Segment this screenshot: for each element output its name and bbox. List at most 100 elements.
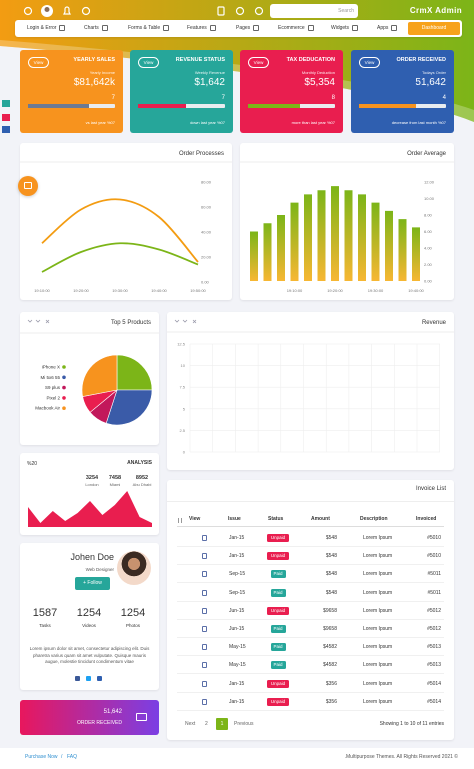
nav-item[interactable]: Widgets	[331, 20, 359, 37]
card-title: TAX DEDUCATION	[286, 57, 335, 63]
card-note: vs last year %07	[85, 120, 115, 125]
view-icon[interactable]	[202, 553, 207, 560]
status-badge: Unpaid	[267, 534, 289, 542]
view-icon[interactable]	[202, 626, 207, 632]
card-value: $1,642	[194, 77, 225, 88]
progress-fill	[359, 104, 416, 108]
status-badge: Paid	[270, 588, 286, 597]
view-icon[interactable]	[202, 607, 207, 614]
pagination-item[interactable]: 2	[205, 721, 208, 727]
view-icon[interactable]	[202, 698, 207, 705]
column-header: Amount	[311, 516, 330, 522]
bar	[412, 227, 420, 281]
legend-dot	[62, 396, 66, 400]
view-icon[interactable]	[202, 535, 207, 541]
nav-item[interactable]: Ecommerce	[278, 20, 314, 37]
divider	[167, 501, 454, 502]
view-button[interactable]: View	[28, 57, 49, 68]
progress-fill	[138, 104, 186, 108]
card-subtitle: Weekly Revenue	[194, 70, 225, 75]
view-button[interactable]: View	[138, 57, 159, 68]
nav-item[interactable]: Apps	[377, 20, 398, 37]
status-badge: Paid	[270, 625, 286, 633]
profile-stat-label: Videos	[82, 623, 96, 628]
view-icon[interactable]	[202, 644, 207, 651]
pagination-item[interactable]: 1	[216, 718, 228, 730]
expand-icon[interactable]	[81, 6, 91, 16]
column-header: Status	[268, 516, 284, 522]
chart: Revenue 0 2.5 5 7.5 10 12.5	[167, 319, 454, 455]
bar	[344, 190, 353, 281]
settings-icon[interactable]	[23, 6, 33, 16]
column-header: Issue	[228, 516, 241, 522]
cell-invoiced: #5010	[427, 535, 441, 541]
nav-item[interactable]: Forms & Table	[128, 20, 170, 37]
mail-icon[interactable]	[235, 6, 245, 16]
nav-item[interactable]: Pages	[236, 20, 260, 37]
bell-icon[interactable]	[63, 6, 71, 15]
close-icon	[45, 319, 50, 324]
nav-item[interactable]: Features	[187, 20, 216, 37]
pagination-item[interactable]: Next	[185, 721, 196, 727]
social-icon[interactable]	[75, 676, 80, 681]
legend-label: Macbook Air	[35, 406, 60, 411]
footer-link[interactable]: Purchase Now	[25, 754, 58, 760]
row-border	[177, 691, 444, 693]
stat-card: View TAX DEDUCATION Monthly Deduction $5,35…	[240, 50, 343, 133]
bar	[398, 219, 407, 281]
bar	[371, 202, 380, 281]
stat-value: 8952	[136, 475, 148, 481]
profile-bio: Lorem ipsum dolor sit amet, consectetur …	[29, 646, 150, 664]
cell-invoiced: #5012	[427, 607, 441, 614]
y-tick-label: 0.00	[424, 279, 433, 284]
stat-value: 3254	[86, 475, 99, 481]
cell-description: Lorem Ipsum	[363, 626, 393, 632]
cell-amount: $548	[325, 571, 337, 578]
order-received-card: 51,642 ORDER RECEIVED	[20, 700, 159, 735]
bar	[317, 190, 326, 281]
follow-button[interactable]: + Follow	[75, 577, 110, 590]
chart: Order Processes 0.00 20.00 40.00 60.00 80.00 1…	[20, 151, 232, 293]
profile-stat-value: 1587	[32, 607, 58, 619]
status-badge: Paid	[270, 661, 286, 670]
view-icon[interactable]	[202, 680, 207, 687]
nav-button[interactable]: Dashboard	[408, 22, 460, 35]
social-icon[interactable]	[86, 676, 91, 681]
social-icon[interactable]	[97, 676, 102, 681]
cell-description: Lorem Ipsum	[363, 680, 393, 687]
y-tick-label: 5	[183, 406, 186, 411]
clipboard-icon[interactable]	[217, 6, 225, 16]
chat-icon[interactable]	[254, 6, 264, 16]
floating-icon	[24, 182, 32, 189]
column-header: Invoiced	[416, 516, 437, 522]
search-box[interactable]	[270, 4, 358, 18]
search-placeholder[interactable]: Search	[338, 8, 354, 14]
profile-stat-label: Photos	[125, 623, 140, 628]
nav-item[interactable]: Login & Error	[27, 20, 66, 37]
view-button[interactable]: View	[359, 57, 380, 68]
floating-button[interactable]	[18, 176, 38, 196]
panel-title: Order Average	[407, 151, 447, 157]
view-icon[interactable]	[202, 662, 207, 669]
cell-amount: $356	[325, 680, 337, 687]
bar	[277, 215, 285, 281]
bar	[358, 194, 366, 281]
pagination-item[interactable]: Previous	[234, 721, 254, 727]
nav-item[interactable]: Charts	[84, 20, 108, 37]
cell-issue: Jan-15	[229, 680, 245, 687]
cell-invoiced: #5014	[427, 680, 441, 687]
legend-dot	[62, 406, 66, 410]
cell-issue: Sep-15	[229, 571, 246, 578]
cell-description: Lorem Ipsum	[363, 553, 393, 560]
area-series	[28, 491, 152, 527]
view-icon[interactable]	[202, 589, 207, 596]
nav-icon	[163, 24, 170, 31]
view-button[interactable]: View	[248, 57, 269, 68]
footer-link[interactable]: FAQ	[67, 754, 78, 760]
card-value: $5,354	[304, 77, 335, 88]
profile-panel: Johen Doe Web Designer + Follow 1587 Tasks 12…	[20, 543, 159, 690]
legend-dot	[62, 365, 66, 369]
bar	[250, 231, 258, 281]
view-icon[interactable]	[202, 571, 207, 578]
stat-label: Abu Dhabi	[133, 482, 152, 487]
